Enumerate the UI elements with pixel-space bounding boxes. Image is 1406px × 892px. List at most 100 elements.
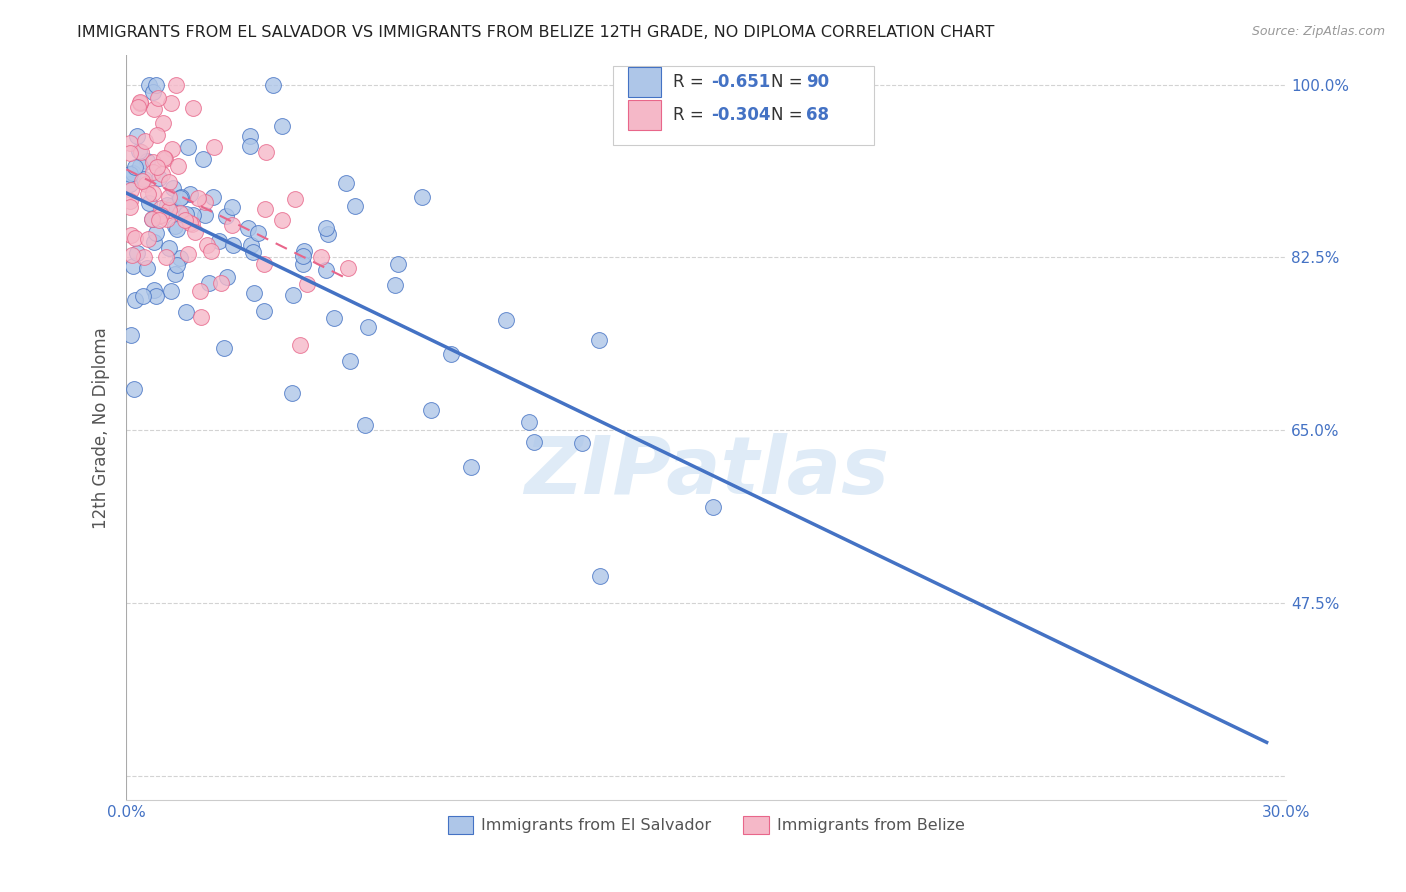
Point — [142, 284, 165, 298]
Point — [517, 415, 540, 429]
Point — [131, 174, 153, 188]
Point — [141, 211, 163, 226]
Point — [197, 276, 219, 290]
Point — [162, 142, 184, 156]
Point — [209, 277, 232, 291]
Point — [212, 341, 235, 355]
Point — [187, 191, 209, 205]
Point — [411, 190, 433, 204]
Point — [120, 183, 142, 197]
Point — [160, 96, 183, 111]
Point — [128, 95, 150, 109]
Point — [169, 190, 191, 204]
Point — [309, 250, 332, 264]
Point — [184, 225, 207, 239]
FancyBboxPatch shape — [613, 66, 875, 145]
Point — [283, 192, 305, 206]
Point — [179, 216, 201, 230]
Point — [146, 90, 169, 104]
Point — [214, 209, 236, 223]
Text: R =: R = — [672, 73, 709, 91]
Point — [142, 164, 165, 178]
Point — [138, 196, 160, 211]
Point — [354, 417, 377, 432]
Point — [239, 237, 262, 252]
Point — [142, 186, 165, 201]
Point — [173, 213, 195, 227]
Point — [120, 167, 142, 181]
Point — [323, 310, 346, 325]
Point — [294, 244, 316, 259]
Point — [141, 212, 163, 227]
Point — [702, 500, 724, 515]
Point — [128, 145, 150, 159]
Point — [357, 319, 380, 334]
Point — [121, 248, 143, 262]
Point — [134, 134, 156, 148]
Point — [174, 207, 197, 221]
Point — [236, 220, 259, 235]
Y-axis label: 12th Grade, No Diploma: 12th Grade, No Diploma — [93, 326, 110, 529]
Point — [160, 284, 183, 298]
Point — [202, 140, 225, 154]
Point — [145, 227, 167, 241]
Point — [194, 208, 217, 222]
Text: R =: R = — [672, 106, 709, 124]
Point — [254, 145, 277, 159]
Point — [262, 78, 284, 92]
Point — [132, 171, 155, 186]
Point — [239, 128, 262, 143]
Point — [316, 227, 339, 241]
Point — [194, 195, 217, 210]
Point — [295, 277, 318, 291]
Point — [589, 568, 612, 582]
Bar — [628, 67, 661, 97]
Point — [120, 328, 142, 343]
Point — [181, 101, 204, 115]
Point — [281, 385, 304, 400]
Point — [387, 257, 409, 271]
Point — [243, 285, 266, 300]
Point — [167, 159, 190, 173]
Point — [166, 221, 188, 235]
Point — [142, 235, 165, 249]
Point — [121, 260, 143, 274]
Point — [252, 304, 274, 318]
Point — [120, 177, 142, 191]
Point — [242, 245, 264, 260]
Point — [165, 267, 187, 281]
Point — [188, 284, 211, 298]
Point — [181, 208, 204, 222]
Point — [135, 261, 157, 276]
Point — [150, 208, 173, 222]
Point — [166, 258, 188, 272]
Point — [150, 201, 173, 215]
Point — [291, 257, 314, 271]
Point — [165, 78, 187, 92]
Text: IMMIGRANTS FROM EL SALVADOR VS IMMIGRANTS FROM BELIZE 12TH GRADE, NO DIPLOMA COR: IMMIGRANTS FROM EL SALVADOR VS IMMIGRANT… — [77, 25, 994, 40]
Point — [125, 128, 148, 143]
Point — [157, 175, 180, 189]
Point — [162, 180, 184, 194]
Point — [169, 251, 191, 265]
Point — [120, 200, 142, 214]
Point — [440, 347, 463, 361]
Point — [191, 152, 214, 166]
Point — [254, 202, 277, 217]
Point — [136, 187, 159, 202]
Point — [146, 128, 169, 142]
Point — [132, 289, 155, 303]
Point — [142, 85, 165, 99]
Point — [335, 176, 357, 190]
Point — [157, 241, 180, 255]
Point — [121, 166, 143, 180]
Point — [271, 119, 294, 133]
Legend: Immigrants from El Salvador, Immigrants from Belize: Immigrants from El Salvador, Immigrants … — [441, 809, 972, 840]
Point — [270, 212, 292, 227]
Point — [181, 217, 204, 231]
Point — [131, 145, 153, 159]
Point — [129, 96, 152, 111]
Point — [420, 403, 443, 417]
Point — [120, 145, 142, 160]
Point — [152, 116, 174, 130]
